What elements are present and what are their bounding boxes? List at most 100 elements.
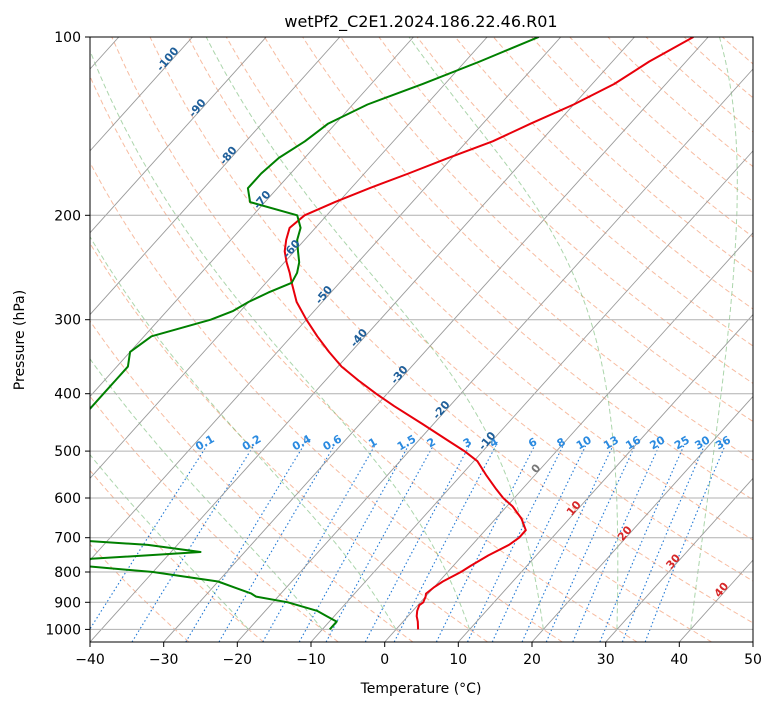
- dry-adiabat-line: [90, 395, 339, 642]
- mixing-ratio-line: [599, 445, 685, 642]
- x-tick-label: −20: [223, 652, 253, 668]
- isotherm-label: -20: [430, 398, 453, 422]
- y-ticks: 100 200 300 400 500 600 700 800 900 1000: [45, 30, 90, 638]
- mixing-ratio-line: [545, 445, 636, 642]
- dewpoint-line: [90, 37, 540, 631]
- mixing-ratio-line: [572, 445, 660, 642]
- dry-adiabat-line: [90, 242, 488, 642]
- y-tick-label: 300: [54, 313, 81, 329]
- dry-adiabat-line: [340, 37, 753, 423]
- y-tick-label: 900: [54, 595, 81, 611]
- x-tick-label: 30: [597, 652, 615, 668]
- isotherm-line: [310, 150, 753, 642]
- chart-title: wetPf2_C2E1.2024.186.22.46.R01: [284, 12, 557, 32]
- mixing-ratio-line: [131, 445, 254, 642]
- isotherm-line: [90, 37, 635, 642]
- isotherm-line: [90, 37, 193, 152]
- mixing-ratio-label: 0.1: [193, 432, 216, 453]
- mixing-ratio-label: 0.4: [290, 432, 314, 453]
- dry-adiabat-line: [454, 37, 753, 310]
- mixing-ratio-label: 1.5: [395, 432, 418, 453]
- mixing-ratio-line: [90, 445, 208, 630]
- isotherm-line: [457, 313, 753, 642]
- moist-adiabat-line: [90, 49, 471, 630]
- x-axis-label: Temperature (°C): [360, 681, 482, 697]
- dry-adiabat-line: [683, 37, 753, 99]
- isotherm-label: -60: [280, 237, 303, 261]
- dry-adiabat-line: [645, 37, 753, 133]
- isotherm-line: [236, 68, 753, 642]
- mixing-ratio-line: [218, 445, 335, 642]
- mixing-ratio-label: 20: [647, 433, 667, 452]
- isotherm-line: [90, 37, 341, 316]
- mixing-ratio-label: 1: [366, 435, 379, 450]
- mixing-ratio-label: 6: [526, 435, 539, 450]
- x-tick-label: 50: [744, 652, 762, 668]
- x-tick-label: 0: [380, 652, 389, 668]
- moist-adiabat-line: [690, 37, 738, 630]
- x-tick-label: 20: [523, 652, 541, 668]
- y-tick-label: 400: [54, 387, 81, 403]
- mixing-ratio-label: 0.2: [240, 432, 263, 453]
- isotherm-label: -50: [313, 283, 336, 307]
- dry-adiabat-line: [90, 161, 563, 642]
- isotherm-line: [531, 395, 753, 642]
- y-tick-label: 100: [54, 30, 81, 46]
- dry-adiabat-line: [90, 75, 638, 642]
- isotherm-line: [384, 232, 753, 642]
- isotherm-label: 10: [564, 498, 584, 518]
- mixing-ratio-line: [298, 445, 409, 642]
- dry-adiabat-line: [378, 37, 753, 385]
- dry-adiabat-line: [187, 37, 753, 582]
- mixing-ratio-label: 36: [713, 433, 733, 452]
- x-ticks: −40 −30 −20 −10 0 10 20 30 40 50: [75, 642, 762, 668]
- dry-adiabat-line: [531, 37, 753, 238]
- moist-adiabat-line: [90, 235, 397, 630]
- isotherm-label: 40: [712, 580, 732, 600]
- isotherm-label: 30: [663, 551, 683, 571]
- isotherm-label: -40: [348, 326, 371, 350]
- dry-adiabat-line: [149, 37, 753, 624]
- dry-adiabat-line: [493, 37, 753, 274]
- moist-adiabat-line: [90, 453, 249, 630]
- dry-adiabat-line: [607, 37, 753, 168]
- mixing-ratio-label: 8: [555, 435, 568, 450]
- mixing-ratio-line: [491, 445, 587, 642]
- mixing-ratio-label: 13: [601, 433, 621, 452]
- isotherm-label: -30: [388, 363, 411, 387]
- isotherm-line: [605, 477, 753, 642]
- isotherm-line: [90, 37, 267, 234]
- mixing-ratio-line: [325, 445, 434, 642]
- dry-adiabat-line: [264, 37, 753, 501]
- y-tick-label: 1000: [45, 622, 81, 638]
- dry-adiabat-line: [111, 37, 712, 642]
- mixing-ratio-line: [185, 445, 304, 642]
- isotherm-label: 0: [529, 461, 544, 475]
- y-tick-label: 700: [54, 531, 81, 547]
- mixing-ratio-label: 30: [693, 433, 713, 452]
- moist-adiabat-line: [205, 37, 544, 630]
- isotherm-label: -100: [154, 44, 182, 74]
- moist-adiabat-line: [408, 37, 619, 630]
- x-tick-label: 10: [449, 652, 467, 668]
- isotherm-label: -90: [186, 96, 209, 120]
- mixing-ratio-line: [644, 445, 726, 642]
- mixing-ratio-label: 10: [574, 433, 594, 452]
- mixing-ratio-label: 25: [672, 433, 692, 452]
- x-tick-label: −30: [149, 652, 179, 668]
- dry-adiabat-line: [90, 469, 264, 642]
- dry-adiabat-line: [416, 37, 753, 347]
- isotherm-line: [90, 37, 414, 398]
- mixing-ratio-label: 3: [461, 435, 474, 450]
- mixing-ratio-line: [467, 445, 564, 642]
- y-tick-label: 200: [54, 208, 81, 224]
- y-tick-label: 500: [54, 444, 81, 460]
- mixing-ratio-label: 0.6: [321, 432, 345, 453]
- series-lines: [90, 37, 694, 631]
- mixing-ratio-line: [521, 445, 614, 642]
- y-tick-label: 800: [54, 565, 81, 581]
- isotherm-line: [90, 37, 488, 480]
- x-tick-label: −10: [296, 652, 326, 668]
- x-tick-label: 40: [670, 652, 688, 668]
